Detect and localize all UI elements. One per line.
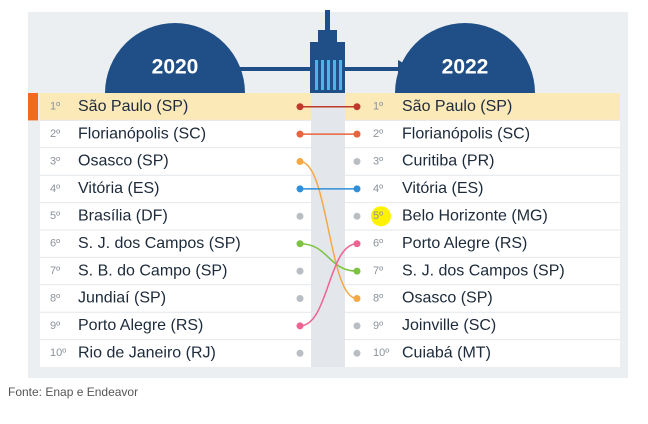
dot xyxy=(296,349,304,357)
city: Vitória (ES) xyxy=(402,180,484,197)
city: Osasco (SP) xyxy=(402,290,493,307)
rank: 4º xyxy=(50,183,60,195)
dot xyxy=(353,103,361,111)
dot xyxy=(353,267,361,275)
city: Porto Alegre (RS) xyxy=(402,235,527,252)
rank: 10º xyxy=(50,347,66,359)
window xyxy=(333,60,336,90)
source: Fonte: Enap e Endeavor xyxy=(8,385,138,399)
dot xyxy=(353,185,361,193)
dot xyxy=(296,295,304,302)
antenna xyxy=(325,10,330,30)
city: Brasília (DF) xyxy=(78,208,168,225)
city: Vitória (ES) xyxy=(78,180,160,197)
connection xyxy=(299,242,358,272)
city: Rio de Janeiro (RJ) xyxy=(78,345,216,362)
right-year: 2022 xyxy=(442,56,489,79)
dot xyxy=(296,158,304,165)
city: S. J. dos Campos (SP) xyxy=(78,235,241,252)
rank: 10º xyxy=(373,347,389,359)
dot xyxy=(296,267,304,275)
city: Osasco (SP) xyxy=(78,153,169,170)
window xyxy=(321,60,324,90)
rank: 7º xyxy=(373,265,383,277)
window xyxy=(315,60,318,90)
city: Jundiaí (SP) xyxy=(78,290,166,307)
rank: 1º xyxy=(50,101,60,113)
city: S. J. dos Campos (SP) xyxy=(402,262,565,279)
rank: 6º xyxy=(373,238,383,250)
dot xyxy=(353,130,361,138)
rank: 7º xyxy=(50,265,60,277)
dot xyxy=(296,322,304,330)
rank: 4º xyxy=(373,183,383,195)
rank: 6º xyxy=(50,238,60,250)
dot xyxy=(353,212,361,220)
rank: 5º xyxy=(50,210,60,222)
city: Belo Horizonte (MG) xyxy=(402,208,548,225)
dot xyxy=(296,212,304,220)
rank: 8º xyxy=(373,292,383,304)
right-dome xyxy=(395,23,535,93)
rank: 8º xyxy=(50,292,60,304)
connection xyxy=(299,160,358,300)
rank: 2º xyxy=(373,128,383,140)
city: Florianópolis (SC) xyxy=(402,125,530,142)
dot xyxy=(353,295,361,302)
dot xyxy=(353,322,361,330)
arrow-head xyxy=(398,60,414,78)
dot xyxy=(353,240,361,248)
left-dome xyxy=(105,23,245,93)
connection xyxy=(299,242,358,327)
rank: 9º xyxy=(50,320,60,332)
dot xyxy=(353,158,361,165)
window xyxy=(327,60,330,90)
window xyxy=(339,60,342,90)
rank: 3º xyxy=(373,155,383,167)
dot xyxy=(296,185,304,193)
city: São Paulo (SP) xyxy=(78,98,188,115)
dot xyxy=(296,130,304,138)
city: Cuiabá (MT) xyxy=(402,345,491,362)
dot xyxy=(353,349,361,357)
rank: 9º xyxy=(373,320,383,332)
highlight-marker xyxy=(28,93,38,121)
city: Joinville (SC) xyxy=(402,317,496,334)
dot xyxy=(296,240,304,248)
rank: 1º xyxy=(373,101,383,113)
rank: 2º xyxy=(50,128,60,140)
connections xyxy=(299,105,358,327)
rank: 3º xyxy=(50,155,60,167)
city: S. B. do Campo (SP) xyxy=(78,262,227,279)
rank-highlight xyxy=(371,206,391,227)
dot xyxy=(296,103,304,111)
left-year: 2020 xyxy=(152,56,199,79)
city: São Paulo (SP) xyxy=(402,98,512,115)
city: Florianópolis (SC) xyxy=(78,125,206,142)
rank: 5º xyxy=(373,210,383,222)
city: Porto Alegre (RS) xyxy=(78,317,203,334)
city: Curitiba (PR) xyxy=(402,153,494,170)
